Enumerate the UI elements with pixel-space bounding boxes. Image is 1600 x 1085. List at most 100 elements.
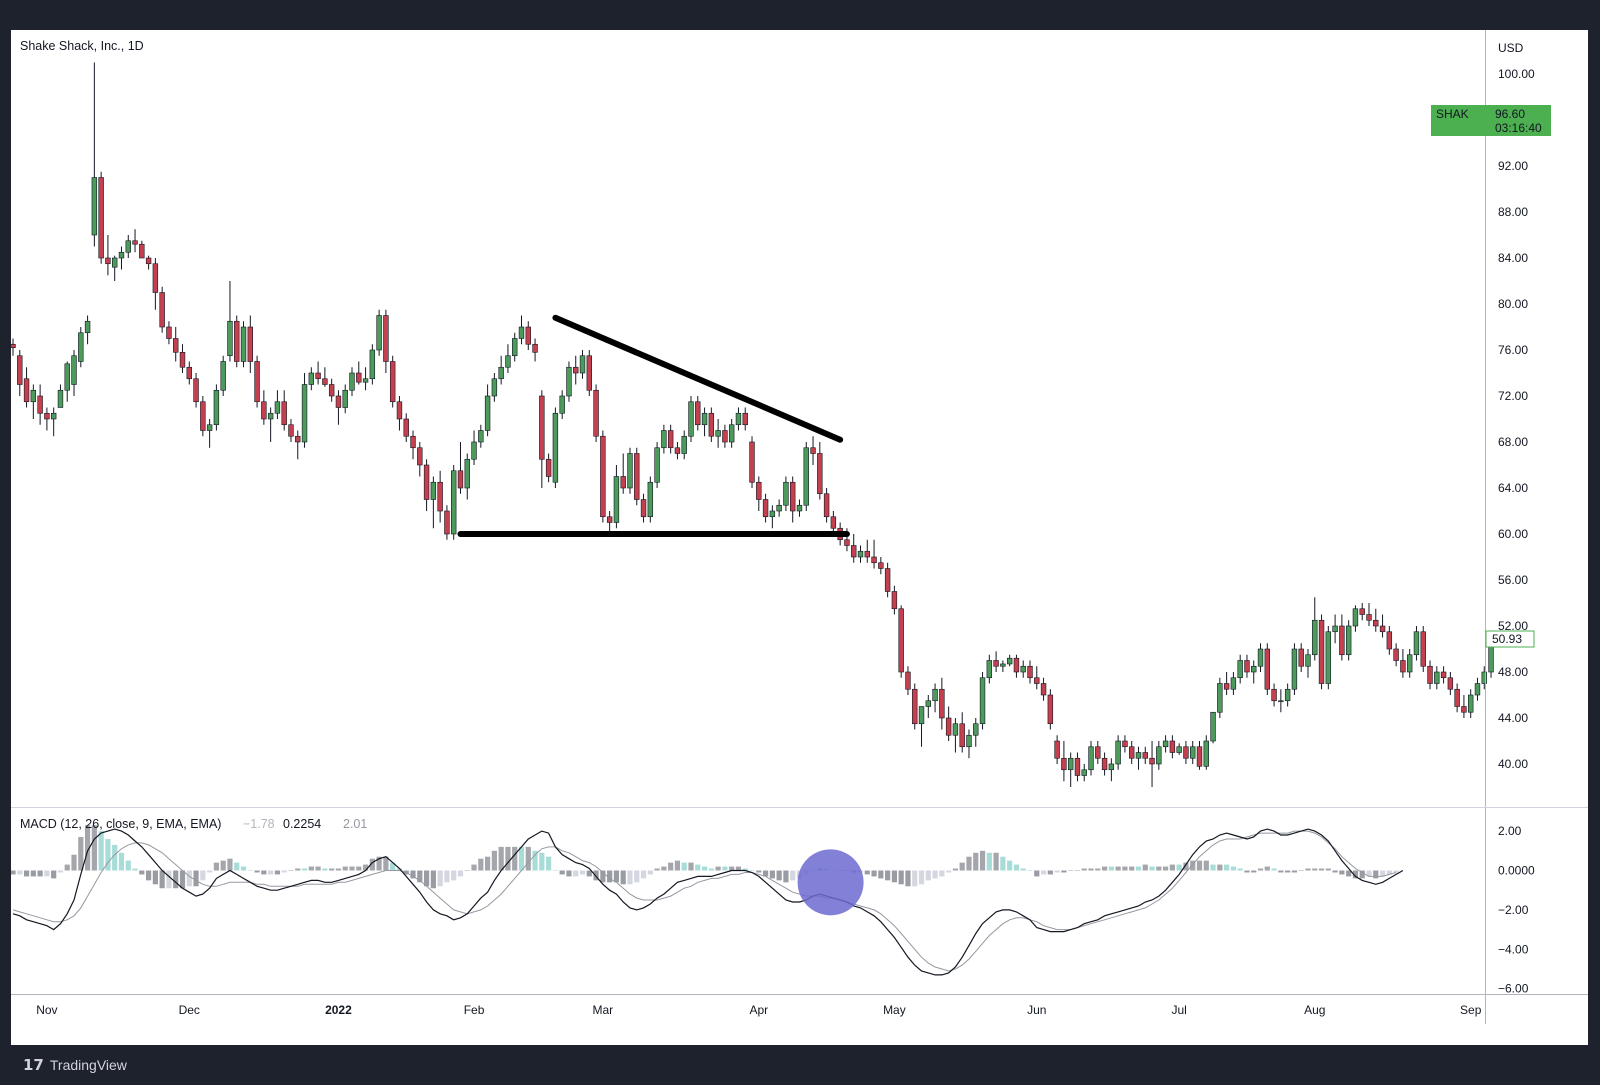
candle-body	[674, 447, 681, 454]
candle	[1278, 689, 1284, 713]
candle	[274, 390, 281, 419]
macd-highlight-circle[interactable]	[797, 849, 864, 916]
footer-brand[interactable]: TradingView	[49, 1057, 127, 1073]
time-axis[interactable]: Nov Dec 2022 Feb Mar Apr May Jun Jul Aug Sep	[36, 1003, 1481, 1017]
macd-hist-bar	[898, 870, 904, 885]
price-axis[interactable]: 100.0096.0092.0088.0084.0080.0076.0072.0…	[1498, 67, 1535, 771]
ticker-badge-price: 96.60	[1495, 107, 1525, 121]
macd-hist-bar	[1237, 868, 1243, 871]
macd-hist-bar	[1122, 866, 1128, 871]
macd-hist-bar	[247, 870, 253, 871]
candle-body	[1332, 625, 1338, 633]
candle	[708, 407, 715, 442]
macd-hist-bar	[1135, 866, 1142, 871]
macd-hist-bar	[552, 870, 558, 871]
candle-body	[776, 504, 782, 512]
macd-hist-bar	[1339, 870, 1345, 875]
candle-body	[586, 355, 593, 391]
currency-label[interactable]: USD	[1498, 41, 1524, 55]
candle	[389, 355, 396, 408]
candle-body	[1122, 740, 1128, 748]
candle	[539, 390, 545, 488]
candle-body	[1257, 648, 1264, 667]
candle	[1440, 666, 1447, 684]
candle	[1298, 643, 1304, 672]
candle-body	[1088, 746, 1094, 771]
macd-hist-bar	[17, 870, 23, 875]
candle	[349, 367, 355, 396]
candle-body	[125, 240, 131, 253]
candle-body	[667, 430, 674, 449]
candle-body	[261, 401, 267, 420]
candle	[966, 729, 972, 759]
macd-hist-bar	[1129, 866, 1135, 871]
candle	[450, 465, 457, 540]
candle	[1176, 743, 1182, 755]
candle-body	[606, 516, 613, 523]
candle-body	[823, 493, 830, 518]
macd-hist-bar	[57, 870, 64, 873]
candle	[1013, 654, 1020, 678]
candle	[864, 539, 870, 563]
price-axis-tick: 84.00	[1498, 251, 1528, 265]
macd-hist-bar	[485, 856, 491, 871]
macd-hist-bar	[315, 866, 321, 871]
candle-body	[918, 706, 925, 725]
candle-body	[939, 688, 945, 719]
macd-histogram	[11, 825, 1399, 889]
candle	[179, 344, 186, 373]
candle	[1413, 626, 1420, 661]
macd-hist-bar	[356, 866, 362, 871]
candle	[1074, 752, 1081, 782]
price-axis-tick: 92.00	[1498, 159, 1528, 173]
candle	[620, 453, 626, 494]
candle-body	[376, 315, 382, 351]
candle-body	[1183, 746, 1189, 759]
tradingview-logo-icon[interactable]: 𝟭𝟳	[23, 1056, 44, 1074]
candle	[240, 321, 247, 368]
candle	[749, 436, 755, 488]
time-axis-tick: Sep	[1460, 1003, 1482, 1017]
candle	[484, 384, 491, 437]
price-candles	[11, 62, 1494, 787]
candle-body	[966, 734, 972, 748]
candle-body	[647, 481, 654, 518]
candle-body	[905, 671, 911, 690]
candle	[1196, 741, 1203, 770]
candle-body	[1217, 683, 1223, 713]
macd-hist-bar	[878, 870, 884, 879]
chart-frame[interactable]: 100.0096.0092.0088.0084.0080.0076.0072.0…	[11, 30, 1588, 1045]
descending-trendline[interactable]	[552, 314, 844, 443]
candle	[383, 309, 389, 373]
chart-svg[interactable]: 100.0096.0092.0088.0084.0080.0076.0072.0…	[11, 30, 1588, 1045]
candle-body	[695, 401, 701, 426]
macd-legend[interactable]: MACD (12, 26, close, 9, EMA, EMA) −1.78 …	[20, 817, 367, 831]
macd-hist-bar	[607, 870, 613, 883]
macd-hist-bar	[471, 864, 477, 871]
candle-body	[152, 263, 159, 293]
macd-hist-bar	[308, 866, 314, 871]
candle	[328, 378, 335, 402]
candle	[803, 442, 809, 511]
candle-body	[1468, 694, 1474, 713]
candle-body	[1067, 757, 1074, 771]
candle-body	[356, 372, 362, 383]
macd-hist-bar	[640, 870, 647, 879]
candle	[1237, 654, 1243, 684]
candle	[30, 384, 37, 419]
macd-axis[interactable]: 2.00 0.0000 −2.00 −4.00 −6.00	[1498, 824, 1535, 996]
candle	[267, 407, 274, 442]
candle-body	[810, 447, 816, 454]
macd-hist-bar	[769, 870, 775, 879]
candle-body	[742, 412, 748, 426]
candle-body	[478, 430, 484, 443]
macd-hist-bar	[946, 870, 952, 873]
candle-body	[566, 366, 572, 397]
macd-hist-bar	[1176, 864, 1182, 871]
macd-hist-bar	[1318, 868, 1325, 871]
candle-body	[315, 372, 321, 380]
candle-body	[1461, 706, 1467, 713]
candle-body	[84, 320, 91, 334]
macd-hist-bar	[91, 825, 97, 871]
candle-body	[627, 453, 633, 489]
